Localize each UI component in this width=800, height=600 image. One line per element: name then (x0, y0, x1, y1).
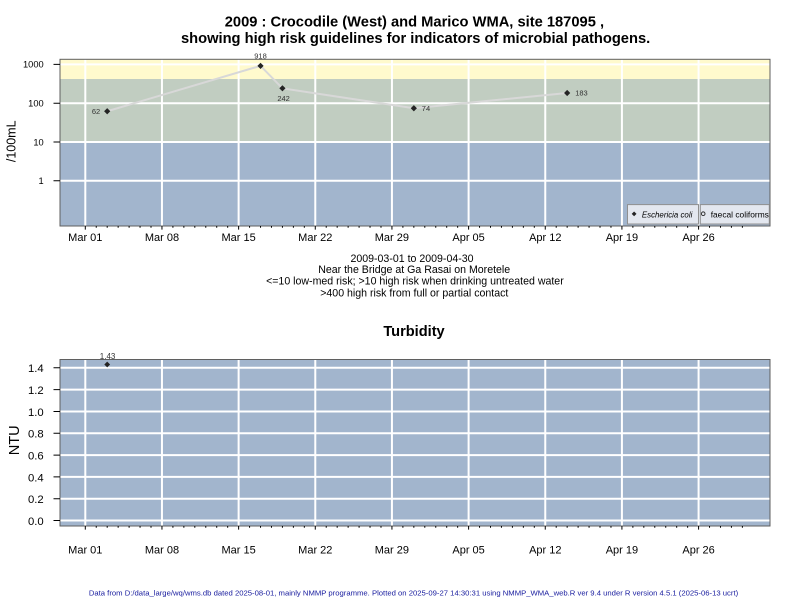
svg-text:<=10 low-med risk; >10 high ri: <=10 low-med risk; >10 high risk when dr… (266, 276, 564, 288)
svg-text:Apr 19: Apr 19 (606, 545, 638, 557)
svg-text:Mar 22: Mar 22 (298, 232, 332, 244)
svg-text:1.4: 1.4 (28, 363, 44, 375)
svg-text:74: 74 (422, 104, 430, 113)
svg-text:100: 100 (28, 99, 44, 109)
svg-text:0.8: 0.8 (28, 429, 44, 441)
svg-text:Mar 15: Mar 15 (221, 545, 255, 557)
svg-text:1.0: 1.0 (28, 407, 44, 419)
svg-text:10: 10 (33, 137, 43, 147)
svg-text:242: 242 (277, 94, 290, 103)
svg-text:1.43: 1.43 (100, 352, 116, 361)
svg-text:Mar 01: Mar 01 (68, 232, 102, 244)
svg-text:Mar 08: Mar 08 (145, 232, 179, 244)
svg-text:NTU: NTU (7, 425, 23, 455)
svg-text:Mar 08: Mar 08 (145, 545, 179, 557)
svg-text:183: 183 (575, 89, 588, 98)
svg-text:Mar 15: Mar 15 (221, 232, 255, 244)
svg-text:2009 : Crocodile (West) and Ma: 2009 : Crocodile (West) and Marico WMA, … (225, 14, 604, 30)
svg-text:/100mL: /100mL (5, 120, 19, 162)
svg-text:Apr 26: Apr 26 (682, 545, 714, 557)
svg-text:1000: 1000 (23, 60, 44, 70)
svg-text:Near the Bridge at Ga Rasai on: Near the Bridge at Ga Rasai on Moretele (318, 264, 510, 276)
svg-text:Apr 26: Apr 26 (682, 232, 714, 244)
svg-text:Mar 22: Mar 22 (298, 545, 332, 557)
svg-text:1.2: 1.2 (28, 385, 44, 397)
svg-text:918: 918 (254, 52, 267, 61)
svg-text:0.2: 0.2 (28, 494, 44, 506)
svg-text:Apr 05: Apr 05 (452, 545, 484, 557)
svg-text:1: 1 (39, 176, 44, 186)
svg-text:Mar 29: Mar 29 (375, 545, 409, 557)
svg-text:Apr 12: Apr 12 (529, 232, 561, 244)
svg-text:2009-03-01 to 2009-04-30: 2009-03-01 to 2009-04-30 (350, 253, 473, 265)
svg-text:Mar 29: Mar 29 (375, 232, 409, 244)
svg-text:showing high risk guidelines f: showing high risk guidelines for indicat… (181, 31, 650, 47)
svg-text:0.6: 0.6 (28, 451, 44, 463)
svg-text:Turbidity: Turbidity (383, 324, 445, 340)
svg-text:62: 62 (92, 107, 100, 116)
svg-text:0.4: 0.4 (28, 472, 44, 484)
svg-text:faecal coliforms: faecal coliforms (711, 210, 769, 220)
svg-text:Eschericia coli: Eschericia coli (642, 211, 693, 220)
svg-text:Apr 19: Apr 19 (606, 232, 638, 244)
svg-text:>400 high risk from full or pa: >400 high risk from full or partial cont… (320, 287, 508, 299)
svg-text:0.0: 0.0 (28, 516, 44, 528)
svg-text:Apr 05: Apr 05 (452, 232, 484, 244)
svg-text:Apr 12: Apr 12 (529, 545, 561, 557)
svg-text:Data from D:/data_large/wq/wms: Data from D:/data_large/wq/wms.db dated … (89, 589, 739, 598)
svg-text:Mar 01: Mar 01 (68, 545, 102, 557)
